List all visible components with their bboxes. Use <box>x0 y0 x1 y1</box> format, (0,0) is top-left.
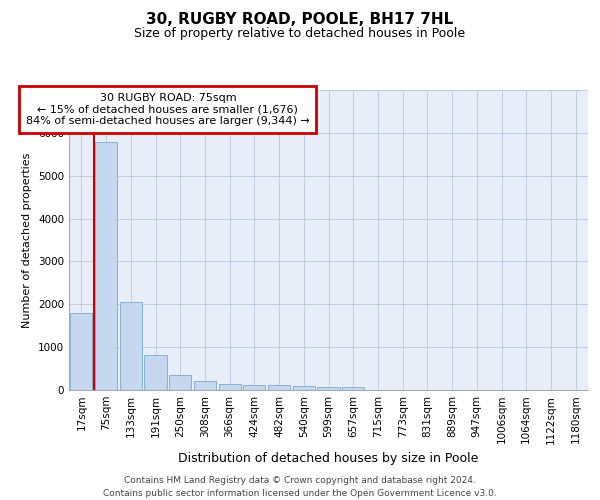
Bar <box>317 387 340 390</box>
Bar <box>95 142 117 390</box>
Y-axis label: Number of detached properties: Number of detached properties <box>22 152 32 328</box>
Text: 30, RUGBY ROAD, POOLE, BH17 7HL: 30, RUGBY ROAD, POOLE, BH17 7HL <box>146 12 454 28</box>
Bar <box>169 375 191 390</box>
Text: Size of property relative to detached houses in Poole: Size of property relative to detached ho… <box>134 28 466 40</box>
Bar <box>145 355 167 390</box>
Bar <box>243 385 265 390</box>
Text: Contains HM Land Registry data © Crown copyright and database right 2024.
Contai: Contains HM Land Registry data © Crown c… <box>103 476 497 498</box>
Bar <box>293 386 315 390</box>
Bar <box>218 384 241 390</box>
Bar <box>268 386 290 390</box>
Bar <box>194 381 216 390</box>
Text: 30 RUGBY ROAD: 75sqm
← 15% of detached houses are smaller (1,676)
84% of semi-de: 30 RUGBY ROAD: 75sqm ← 15% of detached h… <box>26 92 310 126</box>
Bar <box>70 313 92 390</box>
Bar <box>342 388 364 390</box>
X-axis label: Distribution of detached houses by size in Poole: Distribution of detached houses by size … <box>178 452 479 465</box>
Bar <box>119 302 142 390</box>
